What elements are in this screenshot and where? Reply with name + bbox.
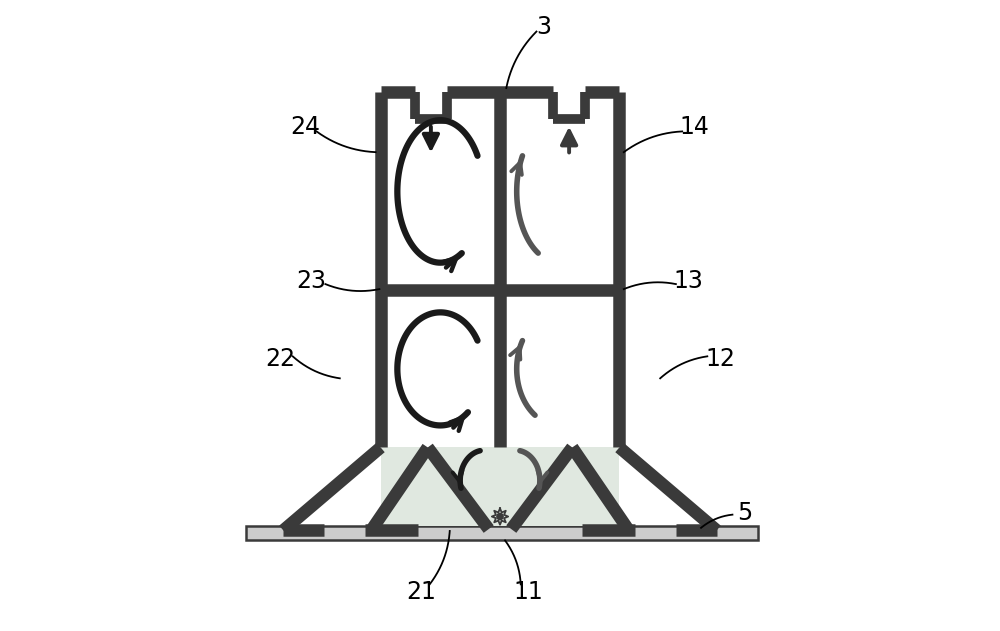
Text: 22: 22 <box>265 348 295 372</box>
Text: 21: 21 <box>407 580 436 604</box>
Text: 5: 5 <box>737 502 753 526</box>
Text: 11: 11 <box>513 580 543 604</box>
Text: 13: 13 <box>674 269 703 293</box>
Text: 14: 14 <box>680 115 710 139</box>
Text: 12: 12 <box>705 348 735 372</box>
FancyBboxPatch shape <box>246 526 758 540</box>
Text: 23: 23 <box>297 269 327 293</box>
Circle shape <box>497 514 503 520</box>
FancyBboxPatch shape <box>381 447 619 526</box>
Text: 24: 24 <box>290 115 320 139</box>
Text: 3: 3 <box>536 15 551 38</box>
